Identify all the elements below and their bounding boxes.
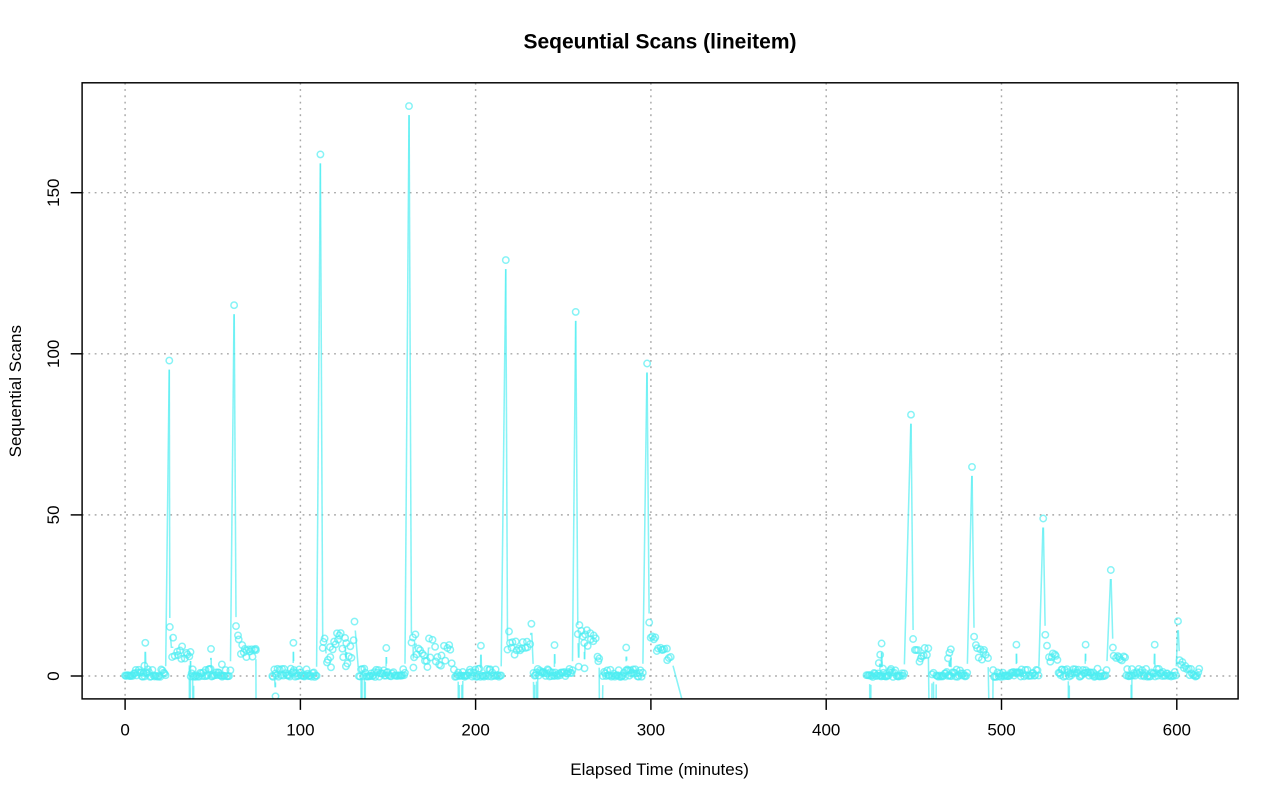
svg-text:500: 500 [987, 721, 1015, 740]
svg-text:300: 300 [637, 721, 665, 740]
svg-text:400: 400 [812, 721, 840, 740]
svg-text:100: 100 [44, 340, 63, 368]
svg-text:Elapsed Time (minutes): Elapsed Time (minutes) [570, 760, 749, 779]
svg-text:150: 150 [44, 179, 63, 207]
svg-text:Seqeuntial Scans (lineitem): Seqeuntial Scans (lineitem) [523, 31, 796, 54]
svg-text:0: 0 [120, 721, 129, 740]
svg-text:100: 100 [286, 721, 314, 740]
svg-text:50: 50 [44, 505, 63, 524]
svg-text:Sequential Scans: Sequential Scans [6, 325, 25, 457]
svg-text:0: 0 [44, 671, 63, 680]
svg-text:200: 200 [461, 721, 489, 740]
svg-text:600: 600 [1163, 721, 1191, 740]
